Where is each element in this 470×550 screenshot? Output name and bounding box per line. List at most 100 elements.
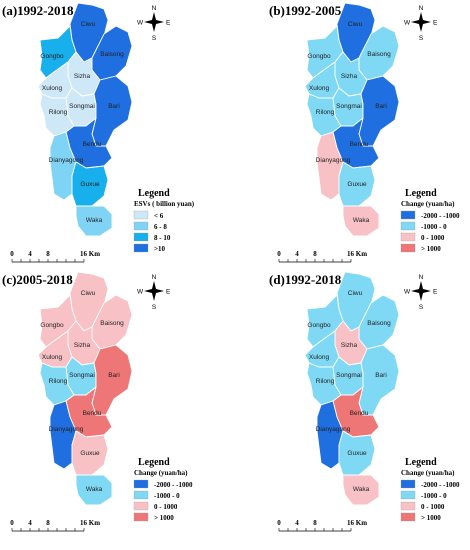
region-bari [358,344,400,416]
legend-subtitle: Change (yuan/ha) [134,469,188,477]
region-label-bendu: Bendu [83,410,102,417]
compass-icon: N S E W [404,5,438,42]
compass-w: W [137,20,144,27]
compass-e: E [433,20,438,27]
region-guxue [71,161,109,207]
region-label-sizha: Sizha [341,342,358,349]
region-label-xulong: Xulong [309,85,330,92]
legend-item-label: > 1000 [421,514,441,522]
legend-item-label: -1000 - 0 [154,492,180,500]
region-dianyagong [49,131,77,201]
legend-swatch [400,501,416,511]
scale-label-4: 4 [28,519,32,527]
legend-item-label: >10 [154,245,165,253]
legend-item-label: 0 - 1000 [154,503,178,511]
region-waka [75,474,113,506]
region-label-guxue: Guxue [347,181,367,188]
legend-swatch [133,221,149,231]
region-label-bendu: Bendu [83,141,102,148]
regions [304,2,400,237]
region-dianyagong [316,400,344,470]
scale-label-4: 4 [295,250,299,258]
region-guxue [71,430,109,476]
region-bari [91,344,133,416]
compass-n: N [419,274,424,281]
map-panel-3: (c)2005-2018 Ciwu Baisong Gongbo Sizha Xulong… [2,271,193,532]
region-label-baisong: Baisong [100,51,124,58]
legend-item-label: 6 - 8 [154,223,167,231]
panel-title: (d)1992-2018 [269,272,342,287]
region-label-rilong: Rilong [49,378,68,385]
region-label-sizha: Sizha [74,342,91,349]
legend-item-label: -2000 - -1000 [421,212,460,220]
region-label-gongbo: Gongbo [307,322,331,329]
legend-subtitle: Change (yuan/ha) [401,469,455,477]
region-guxue [338,161,376,207]
region-dianyagong [316,131,344,201]
legend-title: Legend [138,188,170,199]
legend-swatch [400,221,416,231]
region-label-songmai: Songmai [69,372,95,379]
compass-n: N [419,5,424,12]
scale-label-8: 8 [313,519,317,527]
compass-n: N [152,274,157,281]
region-label-guxue: Guxue [80,181,100,188]
legend-swatch [133,501,149,511]
scale-label-8: 8 [46,519,50,527]
scale-label-4: 4 [28,250,32,258]
compass-e: E [166,289,171,296]
region-label-sizha: Sizha [74,73,91,80]
scale-bar: 0 4 8 16 Km [10,519,100,532]
region-label-dianyagong: Dianyagong [49,157,84,164]
legend-swatch [400,243,416,253]
legend-swatch [400,210,416,220]
region-bari [358,75,400,147]
compass-e: E [166,20,171,27]
compass-s: S [419,35,424,42]
legend-swatch [400,232,416,242]
region-waka [342,474,380,506]
region-label-dianyagong: Dianyagong [316,157,351,164]
compass-w: W [404,20,411,27]
region-waka [75,205,113,237]
legend-title: Legend [405,457,437,468]
compass-s: S [419,304,424,311]
region-label-gongbo: Gongbo [40,53,64,60]
region-label-rilong: Rilong [49,109,68,116]
legend-subtitle: ESVs ( billion yuan) [134,200,195,208]
compass-e: E [433,289,438,296]
scale-label-16: 16 Km [347,250,367,258]
region-label-gongbo: Gongbo [307,53,331,60]
compass-cross [144,19,164,25]
scale-bar: 0 4 8 16 Km [10,250,100,263]
region-label-dianyagong: Dianyagong [49,426,84,433]
compass-n: N [152,5,157,12]
legend-item-label: > 1000 [421,245,441,253]
legend-swatch [400,490,416,500]
region-label-bari: Bari [375,103,387,110]
legend-item-label: -1000 - 0 [421,223,447,231]
panel-title: (b)1992-2005 [269,3,342,18]
region-label-waka: Waka [86,217,103,224]
scale-label-16: 16 Km [347,519,367,527]
scale-bar: 0 4 8 16 Km [277,519,367,532]
region-label-songmai: Songmai [69,103,95,110]
region-label-songmai: Songmai [336,372,362,379]
region-waka [342,205,380,237]
compass-w: W [137,289,144,296]
compass-icon: N S E W [404,274,438,311]
legend-swatch [133,512,149,522]
region-label-bari: Bari [375,372,387,379]
region-guxue [338,430,376,476]
scale-label-8: 8 [46,250,50,258]
region-label-waka: Waka [353,486,370,493]
legend-item-label: -2000 - -1000 [154,481,193,489]
compass-s: S [152,304,157,311]
legend-item-label: -1000 - 0 [421,492,447,500]
region-label-bendu: Bendu [350,141,369,148]
compass-cross [144,288,164,294]
